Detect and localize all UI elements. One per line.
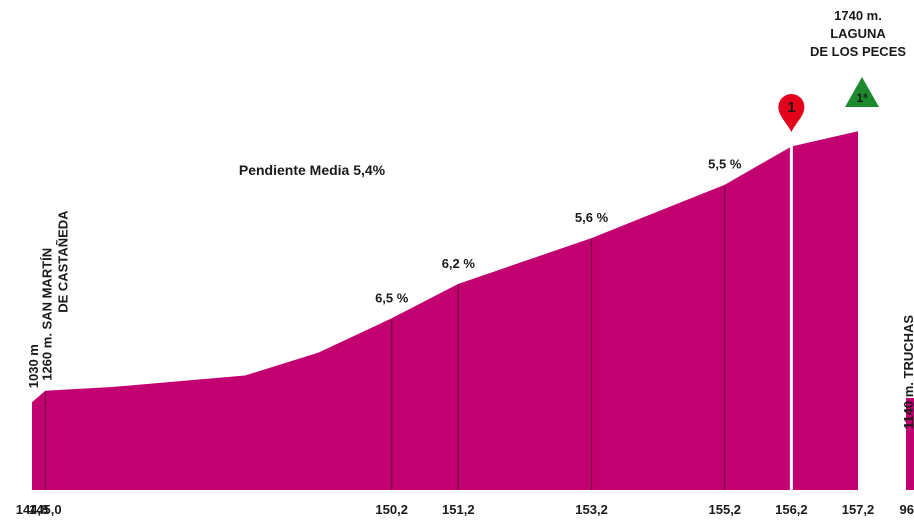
km-tick-label: 145,0 bbox=[29, 502, 62, 517]
gradient-label: 5,6 % bbox=[575, 210, 609, 225]
gradient-label: 5,5 % bbox=[708, 157, 742, 172]
pin-marker-label: 1 bbox=[787, 99, 795, 116]
km-tick-label: 153,2 bbox=[575, 502, 608, 517]
next-profile-label: 1140 m. TRUCHAS bbox=[901, 315, 914, 429]
start-altitude-label: 1030 m bbox=[26, 344, 41, 388]
km-tick-label: 157,2 bbox=[842, 502, 875, 517]
summit-label-line: LAGUNA bbox=[830, 26, 886, 41]
category-badge-icon bbox=[845, 77, 879, 107]
km-tick-label: 144,8 bbox=[16, 502, 49, 517]
summit-label-line: 1740 m. bbox=[834, 8, 882, 23]
km-tick-label: 150,2 bbox=[375, 502, 408, 517]
gradient-label: 6,2 % bbox=[442, 256, 476, 271]
profile-layer bbox=[32, 131, 858, 491]
town-label-line2: DE CASTAÑEDA bbox=[55, 210, 70, 313]
dividers-layer bbox=[44, 144, 793, 490]
avg-gradient-label: Pendiente Media 5,4% bbox=[239, 162, 386, 178]
profile-area bbox=[32, 131, 858, 491]
town-label-line1: 1260 m. SAN MARTÍN bbox=[39, 248, 54, 381]
km-tick-label: 156,2 bbox=[775, 502, 808, 517]
km-tick-label: 96 bbox=[900, 502, 914, 517]
category-badge-label: 1ª bbox=[856, 91, 868, 105]
pin-marker-icon bbox=[778, 94, 805, 132]
next-profile-sliver bbox=[906, 398, 914, 490]
km-tick-label: 155,2 bbox=[709, 502, 742, 517]
km-tick-label: 151,2 bbox=[442, 502, 475, 517]
gradient-label: 6,5 % bbox=[375, 290, 409, 305]
summit-label-line: DE LOS PECES bbox=[810, 44, 906, 59]
